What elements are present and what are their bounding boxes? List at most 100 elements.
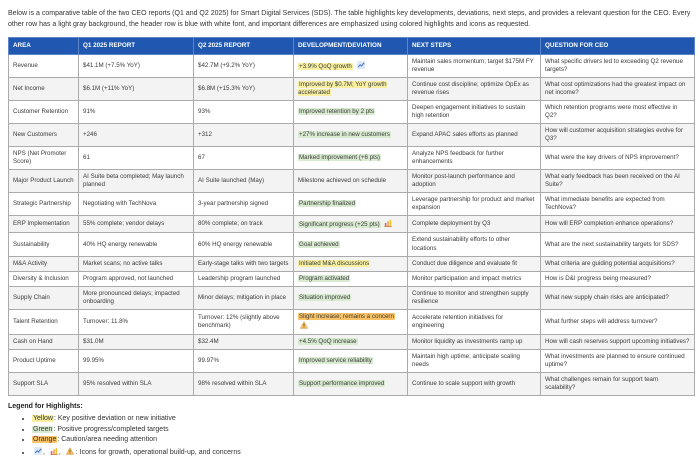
legend-item-text: : Key positive deviation or new initiati… [53,415,176,423]
development-text: Goal achieved [298,240,340,248]
next-steps-cell: Analyze NPS feedback for further enhance… [407,146,541,171]
table-header: AREA Q1 2025 REPORT Q2 2025 REPORT DEVEL… [8,37,695,55]
next-steps-cell: Continue to scale support with growth [407,372,541,397]
bar-chart-icon [50,447,58,455]
q2-report-cell: 60% HQ energy renewable [193,232,294,257]
area-cell: Customer Retention [8,99,79,124]
next-steps-cell: Expand APAC sales efforts as planned [407,122,541,148]
question-cell: What challenges remain for support team … [540,372,695,397]
area-cell: Cash on Hand [8,333,79,351]
development-text: Initiated M&A discussions [298,259,371,267]
q2-report-cell: $32.4M [193,333,294,351]
development-cell: Support performance improved [293,372,408,397]
legend-item-text: : Icons for growth, operational build-up… [75,448,241,456]
legend-item: Green: Positive progress/completed targe… [32,425,693,433]
development-cell: Partnership finalized [293,192,408,217]
area-cell: Revenue [8,53,79,78]
development-cell: Marked improvement (+6 pts) [293,146,408,171]
warning-icon [300,321,308,329]
development-text: Milestone achieved on schedule [298,177,387,185]
next-steps-cell: Monitor post-launch performance and adop… [407,169,541,194]
column-header-area: AREA [8,37,79,55]
development-text: Partnership finalized [298,200,357,208]
question-cell: How will customer acquisition strategies… [540,122,695,148]
question-cell: What are the next sustainability targets… [540,232,695,257]
area-cell: Diversity & Inclusion [8,270,79,287]
q2-report-cell: 80% complete; on track [193,215,294,234]
column-header-next-steps: NEXT STEPS [407,37,541,55]
development-cell: Improved service reliability [293,349,408,374]
q2-report-cell: AI Suite launched (May) [193,169,294,194]
next-steps-cell: Extend sustainability efforts to other l… [407,232,541,257]
development-cell: Situation improved [293,285,408,310]
intro-text: Below is a comparative table of the two … [8,10,691,28]
column-header-question: QUESTION FOR CEO [540,37,695,55]
area-cell: New Customers [8,122,79,148]
q1-report-cell: $31.0M [78,333,194,351]
q2-report-cell: 99.97% [193,349,294,374]
q1-report-cell: +246 [78,122,194,148]
column-header-q2: Q2 2025 REPORT [193,37,294,55]
q1-report-cell: Turnover: 11.8% [78,308,194,335]
table-row: Strategic Partnership Negotiating with Te… [8,192,695,217]
next-steps-cell: Continue cost discipline; optimize OpEx … [407,76,541,101]
growth-chart-icon [356,60,365,69]
area-cell: Major Product Launch [8,169,79,194]
development-text: +4.5% QoQ increase [298,337,358,345]
development-cell: +27% increase in new customers [293,122,408,148]
question-cell: What new supply chain risks are anticipa… [540,285,695,310]
table-row: Cash on Hand $31.0M $32.4M +4.5% QoQ increa… [8,333,695,351]
legend-title: Legend for Highlights: [8,403,83,411]
q1-report-cell: $6.1M (+11% YoY) [78,76,194,101]
area-cell: Talent Retention [8,308,79,335]
legend-swatch-yellow: Yellow [32,415,54,423]
area-cell: Strategic Partnership [8,192,79,217]
development-text: Program activated [298,274,351,282]
area-cell: Sustainability [8,232,79,257]
next-steps-cell: Monitor liquidity as investments ramp up [407,333,541,351]
question-cell: What cost optimizations had the greatest… [540,76,695,101]
q1-report-cell: Program approved, not launched [78,270,194,287]
development-cell: +3.9% QoQ growth [293,53,408,78]
area-cell: Supply Chain [8,285,79,310]
area-cell: ERP Implementation [8,215,79,234]
table-row: M&A Activity Market scans; no active talk… [8,255,695,272]
next-steps-cell: Leverage partnership for product and mar… [407,192,541,217]
column-header-development: DEVELOPMENT/DEVIATION [293,37,408,55]
legend-item: Yellow: Key positive deviation or new in… [32,415,693,423]
development-text: Improved retention by 2 pts [298,107,375,115]
next-steps-cell: Monitor participation and impact metrics [407,270,541,287]
q1-report-cell: 40% HQ energy renewable [78,232,194,257]
table-row: Sustainability 40% HQ energy renewable 60%… [8,232,695,257]
legend: Legend for Highlights: Yellow: Key posit… [8,403,693,456]
next-steps-cell: Accelerate retention initiatives for eng… [407,308,541,335]
table-row: Talent Retention Turnover: 11.8% Turnover:… [8,308,695,335]
next-steps-cell: Continue to monitor and strengthen suppl… [407,285,541,310]
question-cell: How is D&I progress being measured? [540,270,695,287]
q2-report-cell: +312 [193,122,294,148]
development-cell: Slight increase; remains a concern [293,308,408,335]
table-row: Revenue $41.1M (+7.5% YoY) $42.7M (+9.2% Y… [8,53,695,78]
q1-report-cell: 61 [78,146,194,171]
legend-item: , , : Icons for growth, operational buil… [32,446,693,456]
q1-report-cell: AI Suite beta completed; May launch plan… [78,169,194,194]
next-steps-cell: Deepen engagement initiatives to sustain… [407,99,541,124]
development-cell: Goal achieved [293,232,408,257]
table-row: Customer Retention 91% 93% Improved retenti… [8,99,695,124]
question-cell: What immediate benefits are expected fro… [540,192,695,217]
question-cell: What further steps will address turnover… [540,308,695,335]
question-cell: What investments are planned to ensure c… [540,349,695,374]
q1-report-cell: 95% resolved within SLA [78,372,194,397]
question-cell: How will cash reserves support upcoming … [540,333,695,351]
q2-report-cell: 3-year partnership signed [193,192,294,217]
comparison-table: AREA Q1 2025 REPORT Q2 2025 REPORT DEVEL… [8,37,695,397]
legend-item: Orange: Caution/area needing attention [32,436,693,444]
next-steps-cell: Maintain high uptime; anticipate scaling… [407,349,541,374]
table-row: Diversity & Inclusion Program approved, n… [8,270,695,287]
question-cell: What criteria are guiding potential acqu… [540,255,695,272]
development-text: Support performance improved [298,380,386,388]
bar-chart-icon [384,220,392,228]
table-row: Product Uptime 99.95% 99.97% Improved servi… [8,349,695,374]
legend-item-text: : Caution/area needing attention [57,436,157,444]
next-steps-cell: Maintain sales momentum; target $175M FY… [407,53,541,78]
